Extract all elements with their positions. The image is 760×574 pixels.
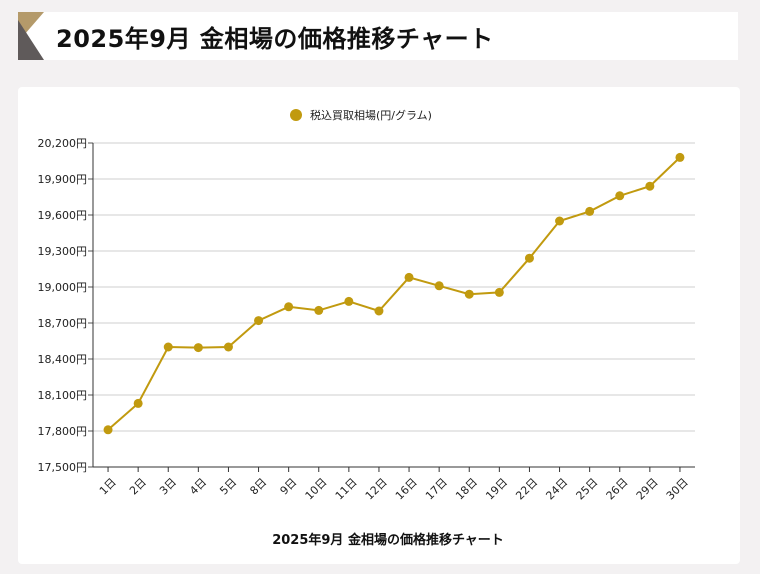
y-tick-label: 18,400円 bbox=[38, 353, 88, 366]
x-tick-label: 11日 bbox=[333, 476, 360, 503]
x-tick-label: 1日 bbox=[97, 476, 119, 498]
x-tick-label: 18日 bbox=[453, 476, 480, 503]
data-point bbox=[163, 342, 173, 352]
y-tick-label: 18,700円 bbox=[38, 317, 88, 330]
data-point bbox=[374, 306, 384, 316]
line-chart: 17,500円 17,800円 18,100円 18,400円 18,700円 19,00… bbox=[38, 108, 695, 503]
x-tick-label: 30日 bbox=[664, 476, 691, 503]
data-point bbox=[193, 343, 203, 353]
data-point bbox=[434, 281, 444, 291]
series-line bbox=[107, 156, 681, 431]
data-point bbox=[103, 425, 113, 435]
y-tick-label: 19,900円 bbox=[38, 173, 88, 186]
x-tick-label: 19日 bbox=[483, 476, 510, 503]
legend-label: 税込買取相場(円/グラム) bbox=[310, 108, 432, 122]
data-point bbox=[223, 342, 233, 352]
chart-card: 17,500円 17,800円 18,100円 18,400円 18,700円 19,00… bbox=[18, 87, 740, 564]
data-point bbox=[675, 152, 685, 162]
x-tick-label: 5日 bbox=[217, 476, 239, 498]
data-point bbox=[254, 316, 264, 326]
x-tick-label: 3日 bbox=[157, 476, 179, 498]
data-point bbox=[645, 181, 655, 191]
x-tick-label: 24日 bbox=[543, 476, 570, 503]
data-point bbox=[555, 216, 565, 226]
y-tick-label: 19,000円 bbox=[38, 281, 88, 294]
y-tick-label: 17,800円 bbox=[38, 425, 88, 438]
y-tick-label: 18,100円 bbox=[38, 389, 88, 402]
y-tick-label: 20,200円 bbox=[38, 137, 88, 150]
page-title: 2025年9月 金相場の価格推移チャート bbox=[56, 25, 494, 53]
data-point bbox=[494, 287, 504, 297]
data-point bbox=[464, 289, 474, 299]
x-tick-label: 4日 bbox=[187, 476, 209, 498]
x-tick-label: 29日 bbox=[634, 476, 661, 503]
data-point bbox=[284, 302, 294, 312]
x-tick-label: 16日 bbox=[393, 476, 420, 503]
data-point bbox=[314, 305, 324, 315]
x-tick-label: 17日 bbox=[423, 476, 450, 503]
x-tick-label: 26日 bbox=[604, 476, 631, 503]
legend-marker bbox=[290, 109, 302, 121]
data-point bbox=[615, 191, 625, 201]
y-tick-label: 19,300円 bbox=[38, 245, 88, 258]
x-tick-label: 9日 bbox=[278, 476, 300, 498]
header-bar: 2025年9月 金相場の価格推移チャート bbox=[18, 12, 738, 60]
x-tick-label: 2日 bbox=[127, 476, 149, 498]
x-tick-label: 25日 bbox=[574, 476, 601, 503]
data-point bbox=[404, 272, 414, 282]
x-tick-label: 22日 bbox=[513, 476, 540, 503]
chart-caption: 2025年9月 金相場の価格推移チャート bbox=[272, 533, 504, 548]
x-tick-label: 10日 bbox=[303, 476, 330, 503]
y-tick-label: 19,600円 bbox=[38, 209, 88, 222]
x-tick-label: 12日 bbox=[363, 476, 390, 503]
data-point bbox=[344, 296, 354, 306]
data-point bbox=[524, 253, 534, 263]
y-tick-label: 17,500円 bbox=[38, 461, 88, 474]
header-logo-mark bbox=[18, 12, 44, 60]
data-point bbox=[585, 206, 595, 216]
data-point bbox=[133, 398, 143, 408]
x-tick-label: 8日 bbox=[247, 476, 269, 498]
